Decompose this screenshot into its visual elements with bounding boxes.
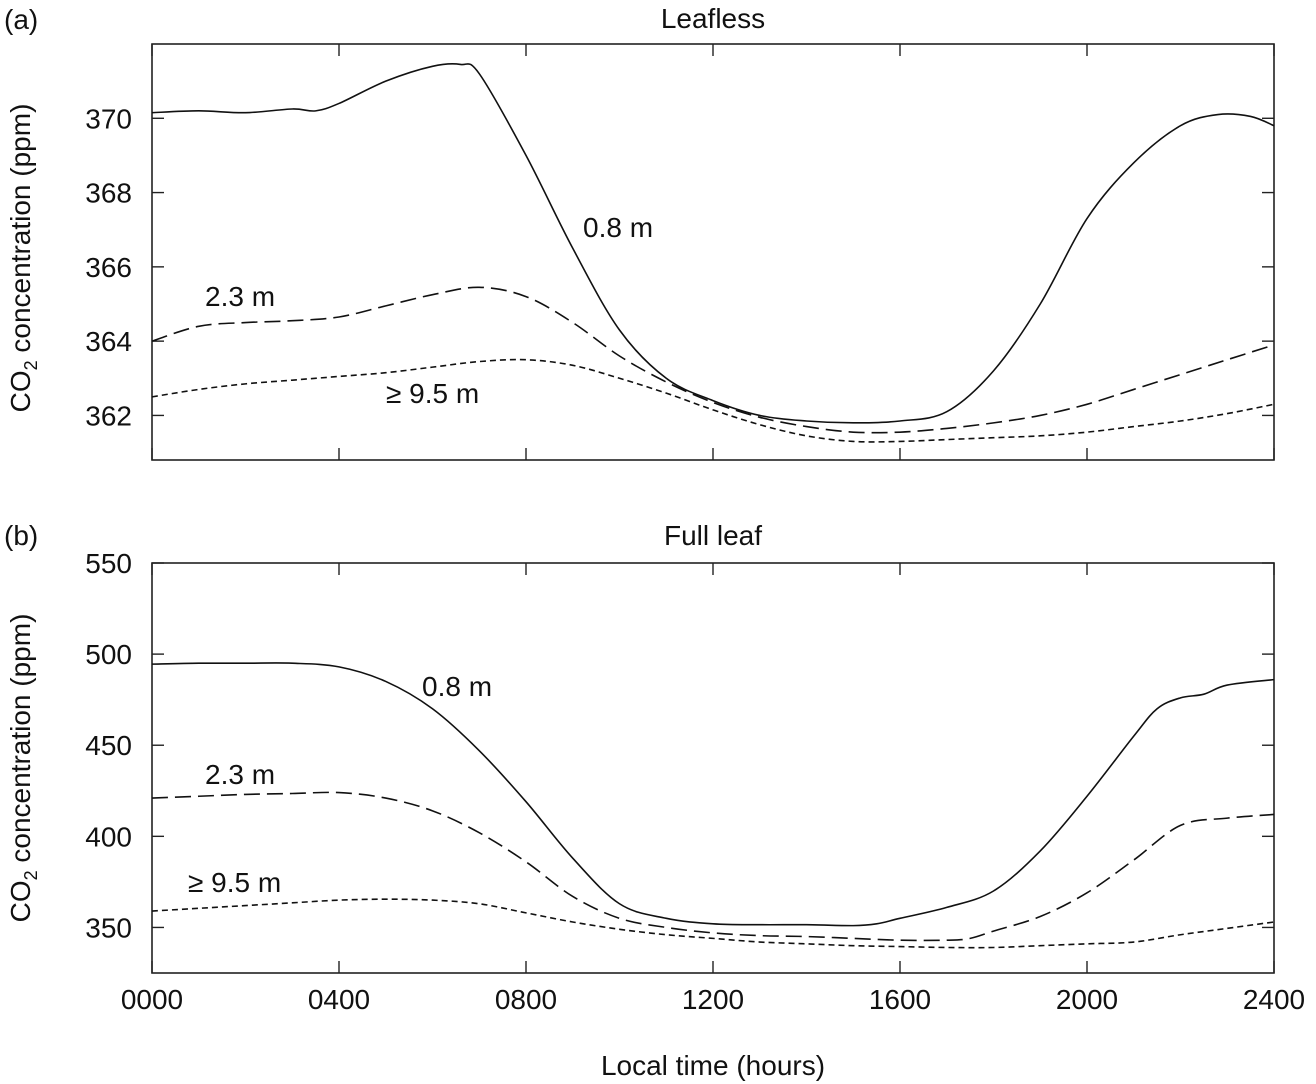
y-tick-label: 364 xyxy=(85,326,132,357)
panel-b-y-axis-label-rest: concentration (ppm) xyxy=(5,614,36,871)
panel-b-y-axis-label-co: CO xyxy=(5,880,36,922)
panel-a-label: (a) xyxy=(4,4,38,35)
panel-a-annotation-0-8m: 0.8 m xyxy=(583,212,653,243)
panel-b-y-axis-label-subscript: 2 xyxy=(21,870,41,880)
y-tick-label: 450 xyxy=(85,730,132,761)
panel-b-annotation-9-5m: ≥ 9.5 m xyxy=(188,867,281,898)
series-line-long-dash xyxy=(151,791,1275,942)
panel-b-full-leaf: (b) Full leaf CO2 concentration (ppm) 35… xyxy=(4,520,1305,1081)
series-line-solid xyxy=(151,662,1275,927)
panel-b-annotation-2-3m: 2.3 m xyxy=(205,759,275,790)
x-tick-label: 2400 xyxy=(1243,984,1305,1015)
panel-b-annotation-0-8m: 0.8 m xyxy=(422,671,492,702)
panel-b-plot-frame xyxy=(151,562,1275,974)
x-tick-label: 0400 xyxy=(308,984,370,1015)
x-axis-label: Local time (hours) xyxy=(601,1050,825,1081)
panel-a-y-axis-label: CO2 concentration (ppm) xyxy=(5,104,41,413)
panel-a-annotation-2-3m: 2.3 m xyxy=(205,281,275,312)
panel-b-title: Full leaf xyxy=(664,520,762,551)
series-line-long-dash xyxy=(151,286,1275,434)
panel-b-y-axis-label: CO2 concentration (ppm) xyxy=(5,614,41,923)
panel-a-series xyxy=(151,62,1275,443)
panel-a-x-ticks xyxy=(151,44,1275,460)
y-tick-label: 550 xyxy=(85,548,132,579)
series-line-solid xyxy=(151,62,1275,424)
panel-b-x-ticks: 0000 0400 0800 1200 1600 2000 2400 xyxy=(121,563,1305,1015)
y-tick-label: 350 xyxy=(85,912,132,943)
y-tick-label: 500 xyxy=(85,639,132,670)
x-tick-label: 0000 xyxy=(121,984,183,1015)
panel-a-y-axis-label-rest: concentration (ppm) xyxy=(5,104,36,361)
x-tick-label: 1200 xyxy=(682,984,744,1015)
y-tick-label: 368 xyxy=(85,178,132,209)
panel-b-label: (b) xyxy=(4,520,38,551)
y-tick-label: 366 xyxy=(85,252,132,283)
panel-a-y-ticks: 362 364 366 368 370 xyxy=(85,103,1274,431)
panel-a-annotation-9-5m: ≥ 9.5 m xyxy=(386,378,479,409)
panel-a-y-axis-label-co: CO xyxy=(5,370,36,412)
y-tick-label: 370 xyxy=(85,103,132,134)
y-tick-label: 362 xyxy=(85,400,132,431)
panel-a-title: Leafless xyxy=(661,3,765,34)
x-tick-label: 0800 xyxy=(495,984,557,1015)
panel-a-leafless: (a) Leafless CO2 concentration (ppm) 362… xyxy=(4,3,1275,461)
panel-a-y-axis-label-subscript: 2 xyxy=(21,360,41,370)
panel-a-plot-frame xyxy=(151,43,1275,461)
series-line-short-dash xyxy=(151,358,1275,443)
series-line-short-dash xyxy=(151,898,1275,949)
panel-b-y-ticks: 350 400 450 500 550 xyxy=(85,548,1274,943)
panel-b-series xyxy=(151,662,1275,949)
x-tick-label: 2000 xyxy=(1056,984,1118,1015)
y-tick-label: 400 xyxy=(85,821,132,852)
x-tick-label: 1600 xyxy=(869,984,931,1015)
